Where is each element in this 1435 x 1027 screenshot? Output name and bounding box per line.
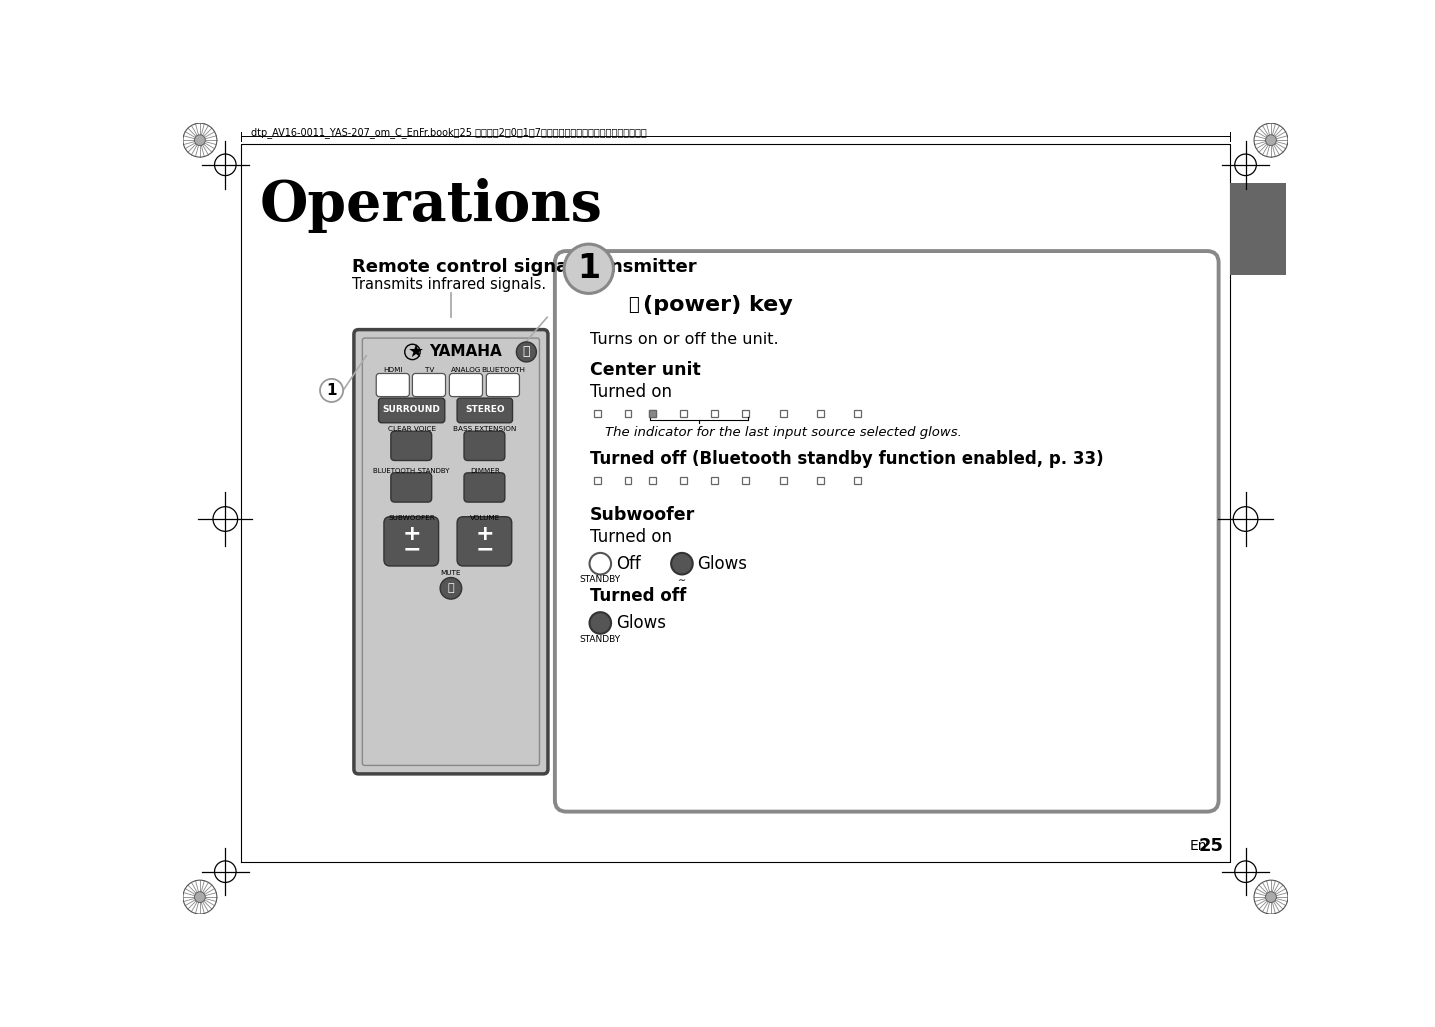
Text: +: + <box>475 524 494 543</box>
Bar <box>781 410 786 417</box>
Text: Turned on: Turned on <box>590 528 672 545</box>
Text: 25: 25 <box>1200 837 1224 855</box>
Bar <box>680 410 687 417</box>
FancyBboxPatch shape <box>464 431 505 460</box>
FancyBboxPatch shape <box>385 517 439 566</box>
Bar <box>649 410 656 417</box>
Bar <box>649 478 656 484</box>
Bar <box>710 410 718 417</box>
Circle shape <box>564 244 613 294</box>
FancyBboxPatch shape <box>412 374 445 396</box>
FancyBboxPatch shape <box>379 398 445 423</box>
Text: SUBWOOFER: SUBWOOFER <box>389 516 435 522</box>
FancyBboxPatch shape <box>376 374 409 396</box>
Text: 1: 1 <box>577 253 600 286</box>
Circle shape <box>1266 891 1276 903</box>
Bar <box>742 410 749 417</box>
Bar <box>594 410 601 417</box>
Circle shape <box>195 135 205 146</box>
Text: +: + <box>402 524 420 543</box>
Text: ⏻: ⏻ <box>629 296 639 314</box>
Circle shape <box>1266 135 1276 146</box>
Text: VOLUME: VOLUME <box>469 516 499 522</box>
Circle shape <box>517 342 537 362</box>
Circle shape <box>672 553 693 574</box>
Text: dtp_AV16-0011_YAS-207_om_C_EnFr.book　25 ページ　2　0　1　7年４月１３日　木曜日　午後３時４１分: dtp_AV16-0011_YAS-207_om_C_EnFr.book 25 … <box>251 127 647 138</box>
Text: Turned on: Turned on <box>590 383 672 401</box>
FancyBboxPatch shape <box>390 472 432 502</box>
Text: Off: Off <box>617 555 641 573</box>
FancyBboxPatch shape <box>449 374 482 396</box>
Text: DIMMER: DIMMER <box>469 467 499 473</box>
Text: Turned off (Bluetooth standby function enabled, p. 33): Turned off (Bluetooth standby function e… <box>590 450 1104 468</box>
Text: STANDBY: STANDBY <box>580 635 621 644</box>
Bar <box>594 478 601 484</box>
Text: 🔇: 🔇 <box>448 583 455 594</box>
FancyBboxPatch shape <box>390 431 432 460</box>
FancyBboxPatch shape <box>555 251 1218 811</box>
Text: TV: TV <box>425 368 433 374</box>
Text: (power) key: (power) key <box>643 295 794 315</box>
Text: Turns on or off the unit.: Turns on or off the unit. <box>590 332 778 347</box>
Bar <box>854 478 861 484</box>
Text: Remote control signal transmitter: Remote control signal transmitter <box>353 258 697 276</box>
Text: Turned off: Turned off <box>590 587 686 605</box>
Text: ANALOG: ANALOG <box>451 368 482 374</box>
Text: CLEAR VOICE: CLEAR VOICE <box>387 426 436 432</box>
Text: ⏻: ⏻ <box>522 345 530 358</box>
Text: −: − <box>475 540 494 560</box>
Bar <box>817 410 824 417</box>
Text: −: − <box>402 540 420 560</box>
FancyBboxPatch shape <box>458 517 512 566</box>
Bar <box>1230 183 1286 275</box>
FancyBboxPatch shape <box>354 330 548 774</box>
Circle shape <box>320 379 343 402</box>
Circle shape <box>441 577 462 599</box>
Text: Subwoofer: Subwoofer <box>590 506 695 524</box>
Text: Glows: Glows <box>697 555 748 573</box>
Bar <box>742 478 749 484</box>
Text: MUTE: MUTE <box>441 570 461 576</box>
Text: Center unit: Center unit <box>590 362 700 379</box>
Text: HDMI: HDMI <box>383 368 403 374</box>
Bar <box>710 478 718 484</box>
Text: Transmits infrared signals.: Transmits infrared signals. <box>353 276 547 292</box>
Text: The indicator for the last input source selected glows.: The indicator for the last input source … <box>606 425 961 439</box>
FancyBboxPatch shape <box>458 398 512 423</box>
FancyBboxPatch shape <box>486 374 519 396</box>
Bar <box>817 478 824 484</box>
Circle shape <box>590 612 611 634</box>
Bar <box>649 410 656 417</box>
Text: 1: 1 <box>326 383 337 397</box>
Bar <box>781 478 786 484</box>
Bar <box>624 478 631 484</box>
Circle shape <box>590 553 611 574</box>
Circle shape <box>195 891 205 903</box>
Bar <box>854 410 861 417</box>
FancyBboxPatch shape <box>464 472 505 502</box>
Text: YAMAHA: YAMAHA <box>429 344 502 359</box>
Text: En: En <box>1190 839 1207 853</box>
Text: BLUETOOTH STANDBY: BLUETOOTH STANDBY <box>373 467 451 473</box>
Text: STANDBY: STANDBY <box>580 575 621 584</box>
Text: BLUETOOTH: BLUETOOTH <box>481 368 525 374</box>
Text: STEREO: STEREO <box>465 406 505 414</box>
Text: Operations: Operations <box>260 178 603 233</box>
Text: BASS EXTENSION: BASS EXTENSION <box>453 426 517 432</box>
Text: Glows: Glows <box>617 614 666 632</box>
Text: ∼: ∼ <box>677 575 686 584</box>
Bar <box>680 478 687 484</box>
Text: ★: ★ <box>408 343 425 360</box>
Bar <box>624 410 631 417</box>
Text: SURROUND: SURROUND <box>383 406 441 414</box>
